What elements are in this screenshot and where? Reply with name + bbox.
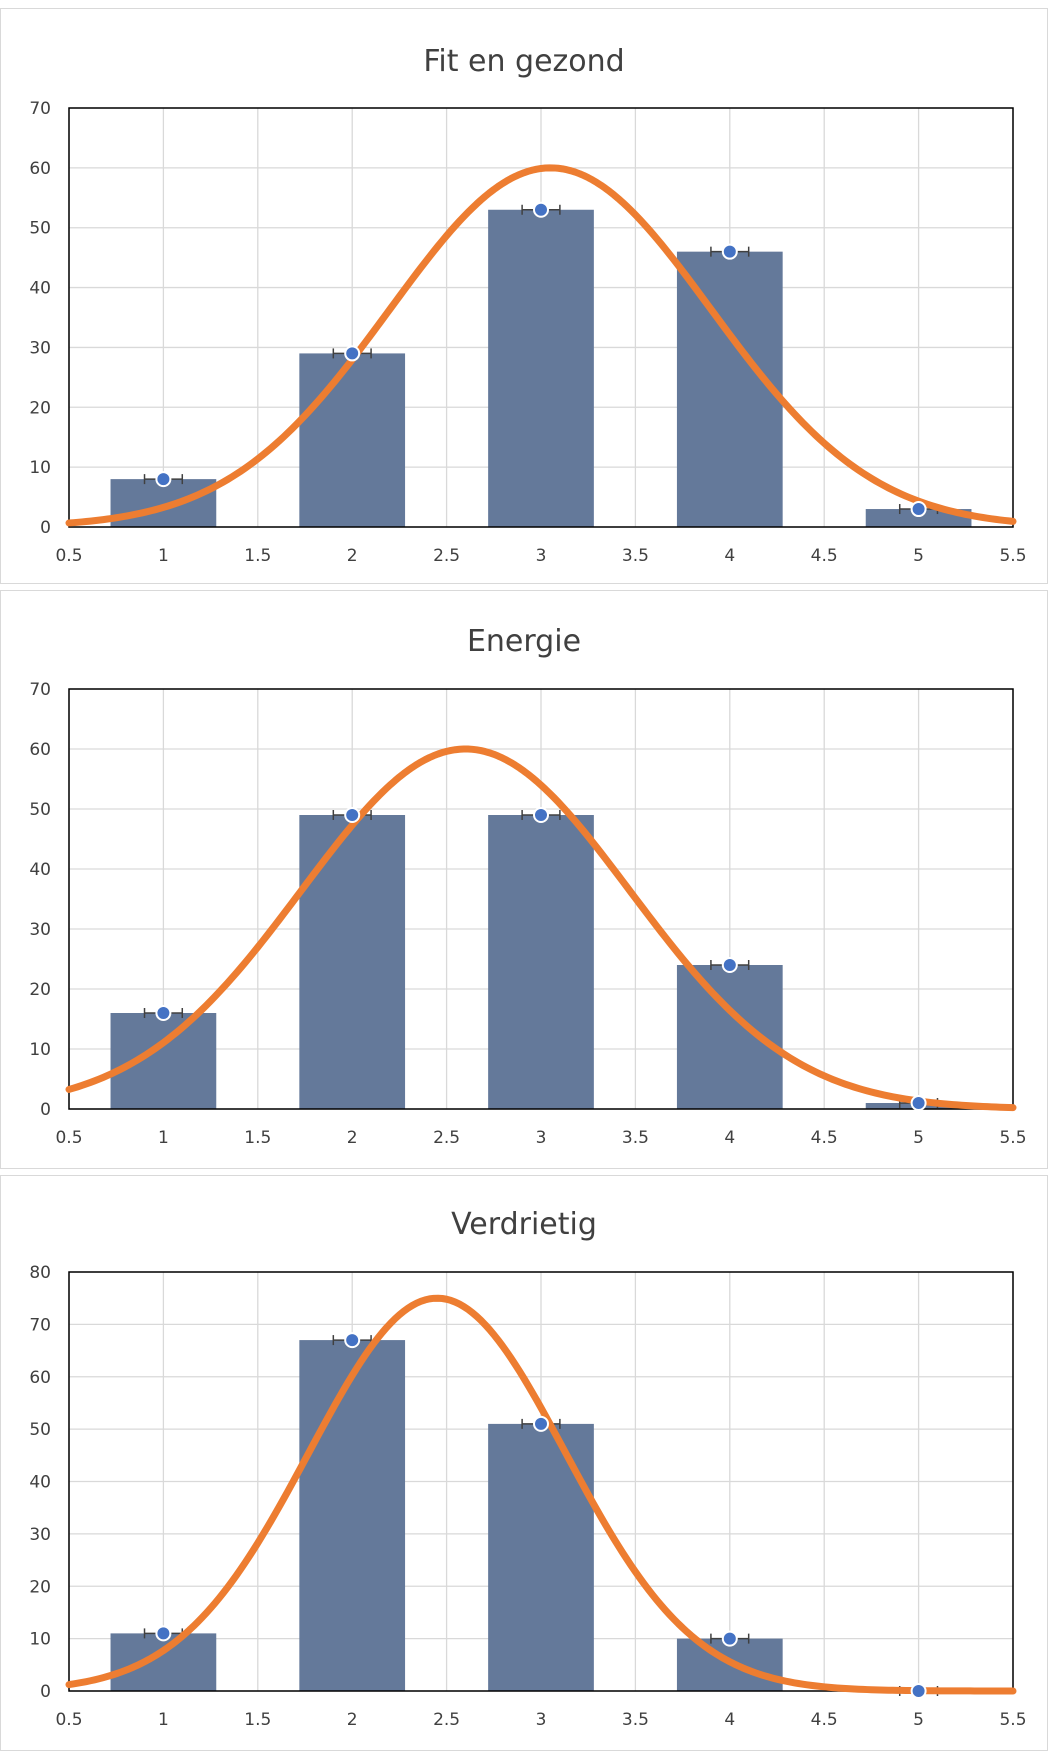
data-point (344, 1332, 361, 1349)
bar (488, 209, 594, 527)
x-tick-label: 2 (347, 1710, 358, 1730)
y-tick-label: 0 (40, 1682, 51, 1702)
x-tick-label: 3 (536, 546, 547, 566)
y-tick-label: 70 (29, 680, 51, 700)
y-tick-label: 30 (29, 1525, 51, 1545)
data-point (344, 807, 361, 823)
x-tick-label: 2.5 (433, 1128, 460, 1148)
data-point (910, 1683, 927, 1699)
y-tick-label: 60 (29, 740, 51, 760)
y-tick-label: 10 (29, 1630, 51, 1650)
y-tick-label: 50 (29, 219, 51, 239)
y-tick-label: 40 (29, 860, 51, 880)
y-tick-label: 30 (29, 920, 51, 940)
x-tick-label: 3 (536, 1710, 547, 1730)
chart-panel-fit-en-gezond: Fit en gezond 0.5 1 1.5 2 2.5 3 3.5 4 4.5 5 5.5 0 10 2… (0, 8, 1048, 584)
x-tick-label: 1.5 (244, 1710, 271, 1730)
data-point (910, 501, 927, 518)
plot-frame (68, 1271, 1014, 1692)
y-tick-label: 60 (29, 159, 51, 179)
x-tick-label: 5 (913, 1710, 924, 1730)
plot-frame (68, 107, 1014, 528)
x-tick-label: 4.5 (811, 546, 838, 566)
x-tick-label: 1.5 (244, 546, 271, 566)
x-tick-label: 3.5 (622, 1128, 649, 1148)
normal-curve-line (65, 164, 1017, 527)
chart-panel-energie: Energie 0.5 1 1.5 2 2.5 3 3.5 4 4.5 5 5.5 0 10 20 30 40 5… (0, 590, 1048, 1169)
bar (488, 1423, 594, 1691)
x-tick-label: 5.5 (999, 1128, 1026, 1148)
chart-title: Fit en gezond (423, 44, 624, 79)
y-tick-label: 30 (29, 338, 51, 358)
x-tick-label: 4.5 (811, 1128, 838, 1148)
y-tick-label: 60 (29, 1368, 51, 1388)
y-tick-label: 20 (29, 1577, 51, 1597)
x-tick-label: 1.5 (244, 1128, 271, 1148)
x-tick-label: 3.5 (622, 1710, 649, 1730)
data-point (533, 807, 549, 823)
y-tick-label: 40 (29, 279, 51, 299)
chart-svg: Verdrietig 0.5 1 1.5 2 2.5 3 3.5 4 4.5 5 5.5 0 10 20 30… (29, 1207, 1026, 1730)
chart-svg: Fit en gezond 0.5 1 1.5 2 2.5 3 3.5 4 4.5 5 5.5 0 10 2… (29, 44, 1026, 566)
y-tick-label: 50 (29, 800, 51, 820)
x-tick-label: 4.5 (811, 1710, 838, 1730)
chart-title: Energie (467, 624, 581, 659)
x-tick-label: 2.5 (433, 546, 460, 566)
x-tick-label: 1 (158, 546, 169, 566)
x-tick-label: 3 (536, 1128, 547, 1148)
data-point (155, 471, 172, 488)
x-tick-label: 5.5 (999, 546, 1026, 566)
x-tick-label: 5.5 (999, 1710, 1026, 1730)
x-tick-label: 4 (724, 546, 735, 566)
y-tick-label: 20 (29, 980, 51, 1000)
bar (676, 251, 783, 527)
y-tick-label: 80 (29, 1263, 51, 1283)
y-tick-label: 70 (29, 99, 51, 119)
x-tick-label: 0.5 (55, 1128, 82, 1148)
x-tick-label: 2 (347, 1128, 358, 1148)
bar (488, 815, 594, 1109)
data-point (155, 1005, 172, 1021)
normal-curve-line (65, 745, 1017, 1112)
data-point (533, 201, 549, 218)
y-tick-label: 20 (29, 398, 51, 418)
x-tick-label: 0.5 (55, 1710, 82, 1730)
bar (110, 1013, 217, 1109)
bar (676, 965, 783, 1109)
x-tick-label: 0.5 (55, 546, 82, 566)
bar (865, 509, 972, 527)
x-tick-label: 4 (724, 1128, 735, 1148)
normal-curve-line (65, 1294, 1017, 1695)
data-point (533, 1415, 549, 1432)
chart-panel-verdrietig: Verdrietig 0.5 1 1.5 2 2.5 3 3.5 4 4.5 5 5.5 0 10 20 30… (0, 1175, 1048, 1751)
data-point (344, 345, 361, 362)
x-tick-label: 4 (724, 1710, 735, 1730)
data-point (721, 243, 738, 260)
bar (299, 1340, 406, 1691)
data-point (155, 1625, 172, 1642)
y-tick-label: 50 (29, 1420, 51, 1440)
bar (110, 1633, 217, 1691)
y-tick-label: 10 (29, 1040, 51, 1060)
plot-frame (68, 688, 1014, 1110)
y-tick-label: 0 (40, 1100, 51, 1120)
chart-title: Verdrietig (451, 1207, 597, 1242)
bar (299, 353, 406, 527)
y-tick-label: 10 (29, 458, 51, 478)
x-tick-label: 2 (347, 546, 358, 566)
x-tick-label: 1 (158, 1128, 169, 1148)
bar (299, 815, 406, 1109)
data-point (721, 957, 738, 973)
x-tick-label: 1 (158, 1710, 169, 1730)
x-tick-label: 5 (913, 1128, 924, 1148)
y-tick-label: 70 (29, 1315, 51, 1335)
data-point (721, 1630, 738, 1647)
x-tick-label: 2.5 (433, 1710, 460, 1730)
x-tick-label: 3.5 (622, 546, 649, 566)
y-tick-label: 40 (29, 1473, 51, 1493)
data-point (910, 1095, 927, 1111)
y-tick-label: 0 (40, 518, 51, 538)
chart-svg: Energie 0.5 1 1.5 2 2.5 3 3.5 4 4.5 5 5.5 0 10 20 30 40 5… (29, 624, 1026, 1148)
x-tick-label: 5 (913, 546, 924, 566)
